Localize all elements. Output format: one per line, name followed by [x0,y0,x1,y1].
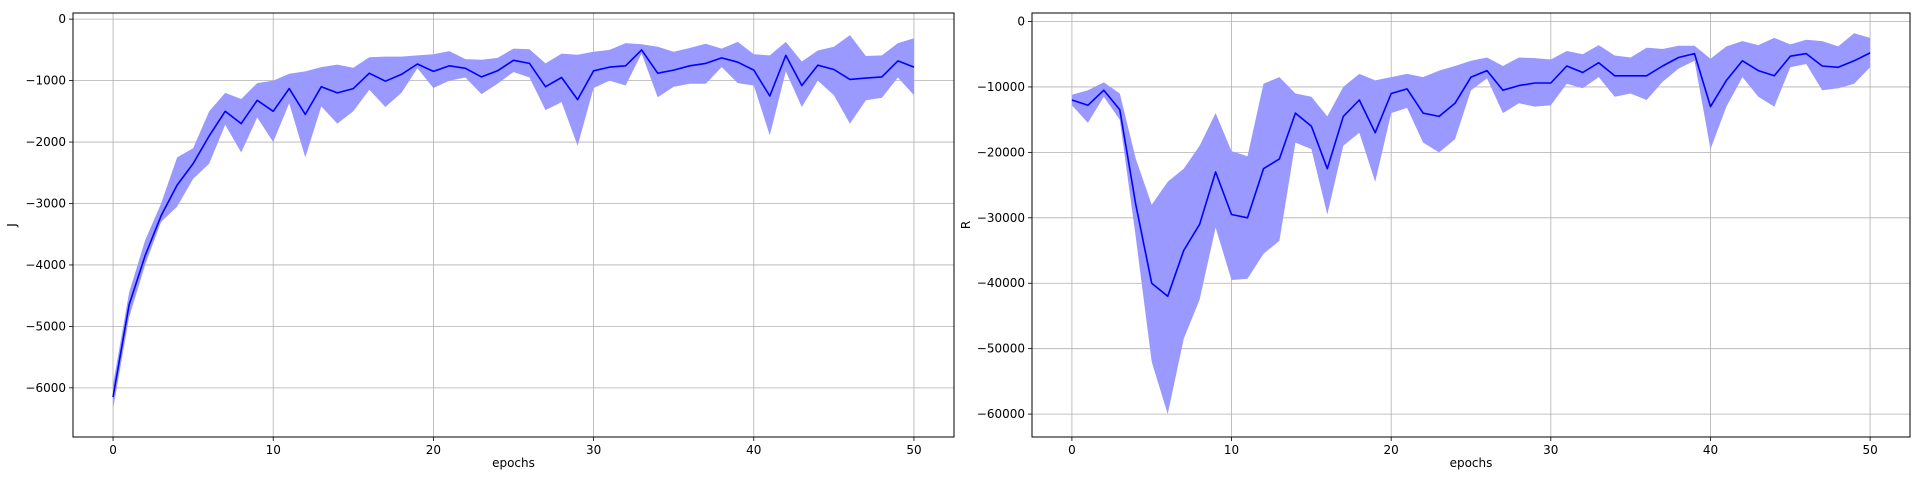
y-tick-label: −4000 [25,258,66,272]
y-tick-label: −1000 [25,74,66,88]
y-tick-label: 0 [1017,15,1025,29]
chart-j-vs-epochs: 0 10 20 30 40 50 0 −1000 −2000 −3000 −4000 −5000 −60… [5,12,955,470]
y-tick-label: −30000 [977,211,1025,225]
x-axis-label: epochs [1450,456,1493,470]
y-tick-label: −10000 [977,80,1025,94]
confidence-band [113,35,914,410]
y-tick-label: −5000 [25,319,66,333]
x-tick-label: 0 [1068,443,1076,457]
x-tick-label: 50 [1862,443,1877,457]
y-tick-label: −2000 [25,135,66,149]
y-tick-label: 0 [58,12,66,26]
y-axis-label: R [959,221,973,229]
y-axis-label: J [5,223,19,228]
plot-frame [1031,12,1911,438]
x-tick-label: 20 [1384,443,1399,457]
y-tick-label: −60000 [977,407,1025,421]
y-tick-label: −6000 [25,381,66,395]
series-line [1071,52,1871,298]
confidence-band [1071,33,1871,415]
series-line [112,49,915,398]
x-tick-label: 30 [1543,443,1558,457]
x-tick-label: 40 [746,443,761,457]
x-tick-label: 0 [109,443,117,457]
x-tick-label: 10 [266,443,281,457]
x-tick-label: 20 [426,443,441,457]
x-tick-label: 30 [586,443,601,457]
x-axis-label: epochs [492,456,535,470]
x-tick-label: 50 [906,443,921,457]
plot-frame [72,12,955,438]
x-tick-label: 40 [1703,443,1718,457]
y-tick-label: −3000 [25,196,66,210]
y-tick-label: −20000 [977,145,1025,159]
chart-r-vs-epochs: 0 10 20 30 40 50 0 −10000 −20000 −30000 −40000 −500… [959,12,1911,470]
y-tick-label: −50000 [977,342,1025,356]
x-tick-label: 10 [1224,443,1239,457]
y-tick-label: −40000 [977,276,1025,290]
